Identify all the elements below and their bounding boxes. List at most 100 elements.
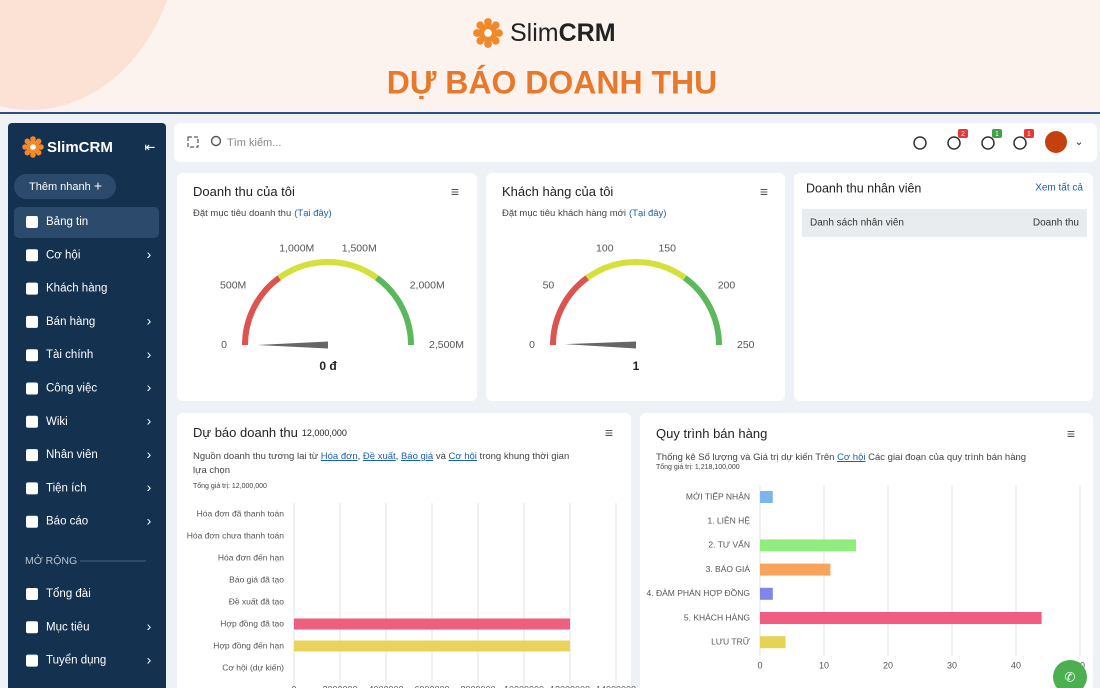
gauge-tick-label: 0 [529,339,535,351]
menu-icon [26,588,38,600]
topbar-icon[interactable] [913,136,927,150]
card-subtitle: Đặt mục tiêu khách hàng mới (Tại đây) [502,208,666,219]
menu-item[interactable]: Tiện ích [46,482,86,494]
y-tick-label: Hợp đồng đã tạo [220,618,284,628]
menu-icon[interactable]: ≡ [605,425,613,441]
chevron: › [147,479,152,495]
description-link[interactable]: Cơ hội [448,451,477,462]
gauge-value: 1 [633,359,640,373]
description-link[interactable]: Đề xuất [362,451,396,462]
y-tick-label: 5. KHÁCH HÀNG [684,612,750,622]
badge [958,129,968,138]
topbar-icon[interactable] [947,136,961,150]
subtitle-text: Đặt mục tiêu khách hàng mới [502,208,626,219]
gauge-needle [565,341,637,349]
quick-add-label: Thêm nhanh [29,181,91,193]
gauge-tick-label: 1,500M [342,243,377,255]
avatar[interactable] [1045,131,1067,153]
bar [760,612,1042,624]
menu-item[interactable]: Công việc [46,383,97,395]
chevron: › [147,246,152,262]
menu-item[interactable]: Bảng tin [46,216,88,228]
menu-icon [26,449,38,462]
gauge-tick-label: 100 [596,243,614,255]
bar [294,618,570,630]
badge [992,129,1002,138]
topbar-icon[interactable] [981,136,995,150]
bar [294,640,570,652]
card-title-text: Doanh thu của tôi [193,184,295,199]
menu-icon[interactable]: ≡ [451,184,459,200]
bar [760,636,786,649]
bar [760,587,773,600]
x-tick-label: 20 [883,660,893,670]
subtitle-text: Đặt mục tiêu doanh thu [193,208,291,219]
menu-item[interactable]: Mục tiêu [46,621,89,633]
gauge-needle [257,341,328,349]
subtitle-link[interactable]: (Tại đây) [629,208,666,219]
menu-item[interactable]: Báo cáo [46,516,88,528]
y-tick-label: 2. TƯ VẤN [708,540,750,550]
card-subtitle: Đặt mục tiêu doanh thu (Tại đây) [193,208,332,219]
gauge-value: 0 đ [319,359,337,373]
gauge-tick [661,258,665,264]
bar [760,491,773,503]
fullscreen-icon [187,136,199,148]
y-tick-label: Cơ hội (dự kiến) [222,662,284,672]
gauge-band [277,259,379,281]
chevron: › [147,346,152,362]
y-tick-label: 1. LIÊN HỆ [707,515,750,525]
gauge-tick [353,258,357,264]
column-header: Doanh thu [1033,218,1079,229]
card-title: Dự báo doanh thu 12,000,000 [193,425,347,440]
gauge-band [242,275,282,346]
logo-icon [473,18,503,48]
card-title-text: Quy trình bán hàng [656,426,767,441]
total-label: Tổng giá trị: 1,218,100,000 [656,464,740,471]
menu-item[interactable]: Wiki [46,416,68,428]
chevron: › [147,651,152,667]
topbar [174,123,1097,162]
description-link[interactable]: Cơ hội [837,452,866,463]
menu-item[interactable]: Khách hàng [46,283,107,295]
menu-item[interactable]: Bán hàng [46,316,95,328]
gauge-tick [397,290,403,296]
y-tick-label: Báo giá đã tạo [229,574,284,584]
chevron: › [147,618,152,634]
gauge-tick [705,290,711,296]
badge-count: 1 [1027,131,1031,138]
description-link[interactable]: Hóa đơn [320,451,358,462]
chevron: › [147,313,152,329]
card-title: Quy trình bán hàng [656,426,767,441]
menu-icon[interactable]: ≡ [1067,426,1075,442]
brand: SlimCRM [510,19,616,47]
menu-icon [26,382,38,395]
y-tick-label: LƯU TRỮ [711,636,750,646]
logo-icon [22,136,44,158]
description-link[interactable]: Báo giá [400,451,434,462]
gauge-tick-label: 2,000M [410,279,445,291]
page-title: DỰ BÁO DOANH THU [387,64,718,100]
x-tick-label: 10 [819,660,829,670]
menu-item[interactable]: Tuyển dụng [46,655,106,667]
gauge-band [585,259,687,281]
search-placeholder[interactable]: Tìm kiếm... [227,137,281,149]
menu-item[interactable]: Tổng đài [46,588,91,600]
menu-active [14,207,159,238]
badge [1024,129,1034,138]
call-button[interactable] [1053,660,1087,688]
topbar-icon[interactable] [1013,136,1027,150]
menu-icon [26,621,38,634]
quick-add-button[interactable] [14,174,116,199]
view-all-link[interactable]: Xem tất cả [1035,182,1083,194]
menu-item[interactable]: Nhân viên [46,449,98,461]
card-customers [486,173,785,401]
menu-item[interactable]: Cơ hội [46,249,80,261]
chevron: › [147,413,152,429]
menu-item[interactable]: Tài chính [46,349,93,361]
menu-icon[interactable]: ≡ [760,184,768,200]
subtitle-link[interactable]: (Tại đây) [294,208,331,219]
description-text: Thống kê Số lượng và Giá trị dự kiến Trê… [656,452,838,463]
menu-icon [26,349,38,362]
